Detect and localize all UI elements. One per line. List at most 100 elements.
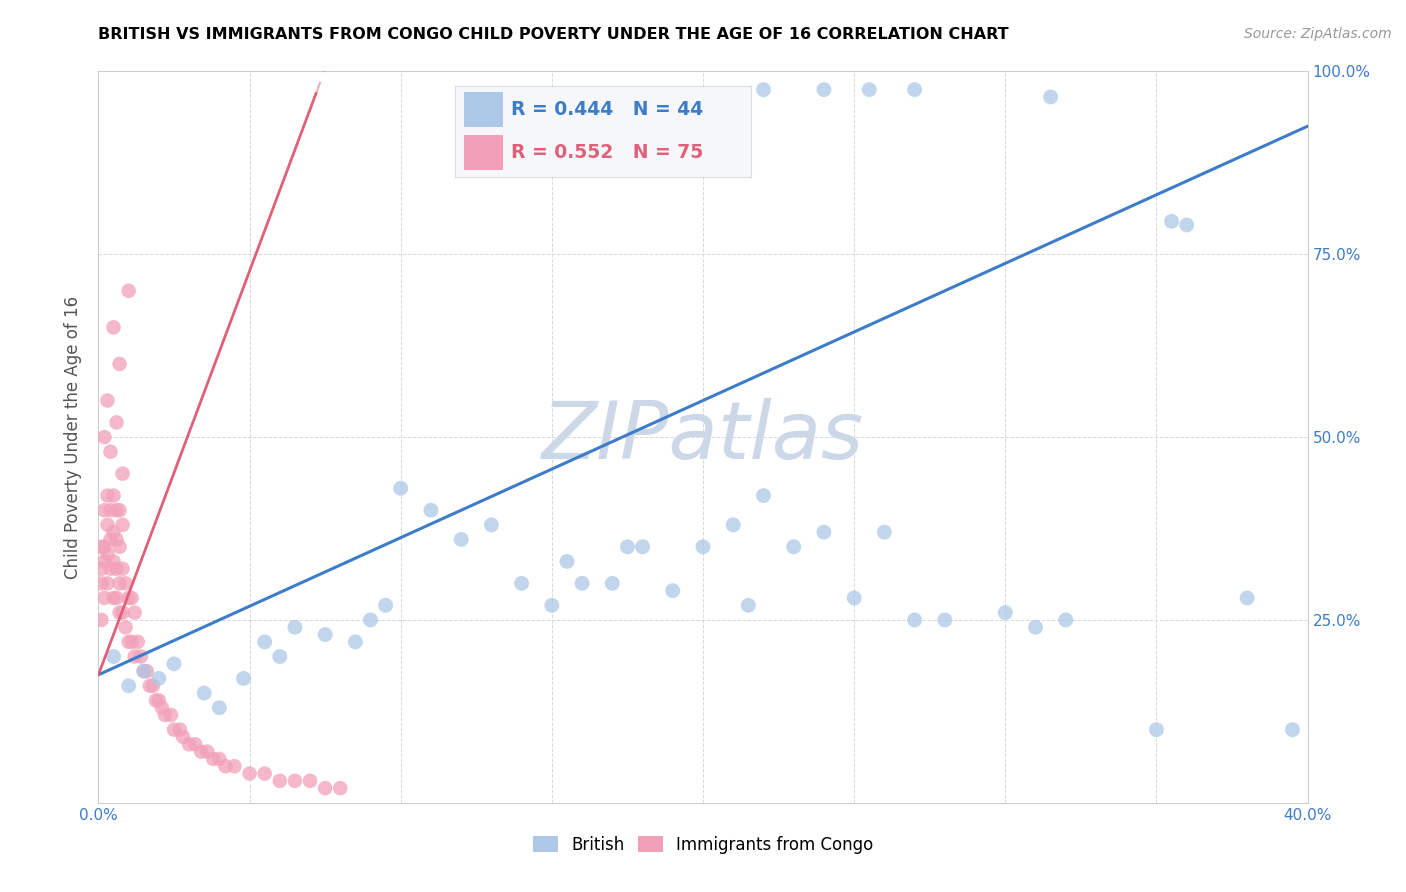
Point [96,489,118,503]
Point [139,679,162,693]
Point [90,613,112,627]
Point [93,430,115,444]
Point [344,635,367,649]
Point [96,393,118,408]
Point [1236,591,1258,605]
Point [160,708,183,723]
Point [118,591,141,605]
Point [100,562,122,576]
Point [1175,218,1198,232]
Point [111,606,134,620]
Point [100,503,122,517]
Point [224,759,246,773]
Point [145,693,167,707]
Text: Source: ZipAtlas.com: Source: ZipAtlas.com [1244,27,1392,41]
Y-axis label: Child Poverty Under the Age of 16: Child Poverty Under the Age of 16 [65,295,83,579]
Point [934,613,956,627]
Point [269,649,291,664]
Point [163,723,186,737]
Point [904,613,927,627]
Point [93,503,115,517]
Point [193,686,215,700]
Point [844,591,866,605]
Point [96,547,118,561]
Point [96,517,118,532]
Point [169,723,191,737]
Point [783,540,806,554]
Point [190,745,212,759]
Point [118,635,141,649]
Point [129,649,152,664]
Point [571,576,593,591]
Point [111,467,134,481]
Point [103,489,125,503]
Point [752,83,775,97]
Point [540,599,562,613]
Legend: British, Immigrants from Congo: British, Immigrants from Congo [526,829,880,860]
Point [602,576,624,591]
Point [121,591,143,605]
Point [93,540,115,554]
Point [752,489,775,503]
Point [1024,620,1046,634]
Point [239,766,262,780]
Point [90,540,112,554]
Point [737,599,759,613]
Point [1281,723,1303,737]
Point [1144,723,1167,737]
Point [105,591,128,605]
Point [314,781,336,796]
Point [873,525,896,540]
Text: BRITISH VS IMMIGRANTS FROM CONGO CHILD POVERTY UNDER THE AGE OF 16 CORRELATION C: BRITISH VS IMMIGRANTS FROM CONGO CHILD P… [98,27,1010,42]
Point [103,554,125,568]
Point [631,540,654,554]
Point [108,576,131,591]
Point [150,700,173,714]
Point [103,320,125,334]
Point [90,576,112,591]
Point [118,284,141,298]
Point [135,664,157,678]
Point [202,752,225,766]
Point [100,533,122,547]
Point [121,635,143,649]
Point [232,672,254,686]
Point [692,540,714,554]
Point [450,533,472,547]
Point [172,730,194,744]
Point [1039,90,1062,104]
Point [420,503,443,517]
Point [103,525,125,540]
Point [100,444,122,458]
Point [208,752,231,766]
Point [858,83,880,97]
Point [389,481,412,495]
Point [723,517,745,532]
Point [105,562,128,576]
Point [253,635,276,649]
Point [269,773,291,788]
Point [284,773,307,788]
Point [93,554,115,568]
Point [195,745,218,759]
Point [184,737,207,751]
Point [153,708,176,723]
Point [127,635,149,649]
Point [179,737,201,751]
Point [105,416,128,430]
Point [148,693,170,707]
Point [114,576,136,591]
Point [118,679,141,693]
Point [111,562,134,576]
Point [555,554,578,568]
Point [214,759,236,773]
Point [904,83,927,97]
Point [994,606,1017,620]
Point [253,766,276,780]
Point [284,620,307,634]
Point [103,591,125,605]
Point [111,517,134,532]
Point [96,576,118,591]
Point [813,83,835,97]
Point [1160,214,1182,228]
